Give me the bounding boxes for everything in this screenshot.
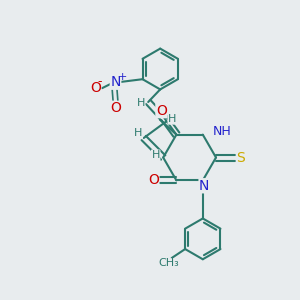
Text: H: H xyxy=(134,128,142,139)
Text: -: - xyxy=(98,75,102,88)
Text: N: N xyxy=(199,179,209,193)
Text: +: + xyxy=(117,72,127,82)
Text: O: O xyxy=(148,173,159,188)
Text: H: H xyxy=(136,98,145,108)
Text: NH: NH xyxy=(212,125,231,138)
Text: O: O xyxy=(110,101,121,115)
Text: CH₃: CH₃ xyxy=(158,259,179,269)
Text: O: O xyxy=(90,81,101,95)
Text: N: N xyxy=(110,75,121,89)
Text: H: H xyxy=(168,114,176,124)
Text: H: H xyxy=(152,150,160,160)
Text: S: S xyxy=(236,151,245,164)
Text: O: O xyxy=(156,103,167,118)
